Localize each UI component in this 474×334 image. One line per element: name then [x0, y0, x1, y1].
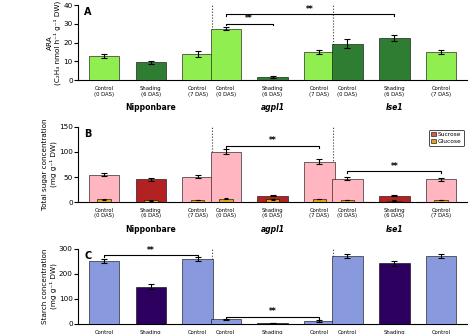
Bar [379, 196, 410, 202]
Y-axis label: ARA
(C₂H₄ nmol h⁻¹ g⁻¹ DW): ARA (C₂H₄ nmol h⁻¹ g⁻¹ DW) [46, 0, 61, 85]
Text: **: ** [147, 245, 155, 255]
Bar [257, 196, 288, 202]
Bar [257, 323, 288, 324]
Text: **: ** [306, 5, 314, 14]
Bar [426, 52, 456, 80]
Bar [89, 175, 119, 202]
Bar [312, 199, 326, 202]
Text: B: B [84, 129, 91, 139]
Bar [89, 261, 119, 324]
Bar [332, 43, 363, 80]
Bar [89, 56, 119, 80]
Bar [387, 201, 401, 202]
Bar [219, 199, 233, 202]
Bar [266, 199, 279, 202]
Bar [379, 38, 410, 80]
Bar [379, 263, 410, 324]
Bar [332, 256, 363, 324]
Bar [136, 179, 166, 202]
Bar [182, 177, 213, 202]
Bar [136, 62, 166, 80]
Bar [304, 321, 335, 324]
Text: C: C [84, 251, 91, 261]
Text: Nipponbare: Nipponbare [126, 225, 176, 234]
Text: agpl1: agpl1 [261, 103, 284, 112]
Bar [304, 52, 335, 80]
Bar [182, 259, 213, 324]
Legend: Sucrose, Glucose: Sucrose, Glucose [429, 130, 464, 146]
Text: **: ** [269, 308, 276, 316]
Text: A: A [84, 7, 91, 17]
Text: lse1: lse1 [385, 225, 403, 234]
Bar [144, 200, 158, 202]
Bar [210, 152, 241, 202]
Bar [341, 200, 355, 202]
Bar [182, 54, 213, 80]
Bar [434, 200, 448, 202]
Text: Nipponbare: Nipponbare [126, 103, 176, 112]
Y-axis label: Total sugar concentration
(mg g⁻¹ DW): Total sugar concentration (mg g⁻¹ DW) [42, 119, 57, 210]
Bar [210, 28, 241, 80]
Text: agpl1: agpl1 [261, 225, 284, 234]
Text: **: ** [269, 137, 276, 145]
Bar [136, 287, 166, 324]
Y-axis label: Starch concentration
(mg g⁻¹ DW): Starch concentration (mg g⁻¹ DW) [42, 249, 57, 324]
Bar [191, 200, 204, 202]
Text: lse1: lse1 [385, 103, 403, 112]
Bar [304, 162, 335, 202]
Bar [426, 179, 456, 202]
Bar [257, 77, 288, 80]
Bar [426, 256, 456, 324]
Bar [332, 179, 363, 202]
Bar [97, 199, 111, 202]
Text: **: ** [245, 14, 253, 23]
Bar [210, 319, 241, 324]
Text: **: ** [391, 162, 398, 171]
